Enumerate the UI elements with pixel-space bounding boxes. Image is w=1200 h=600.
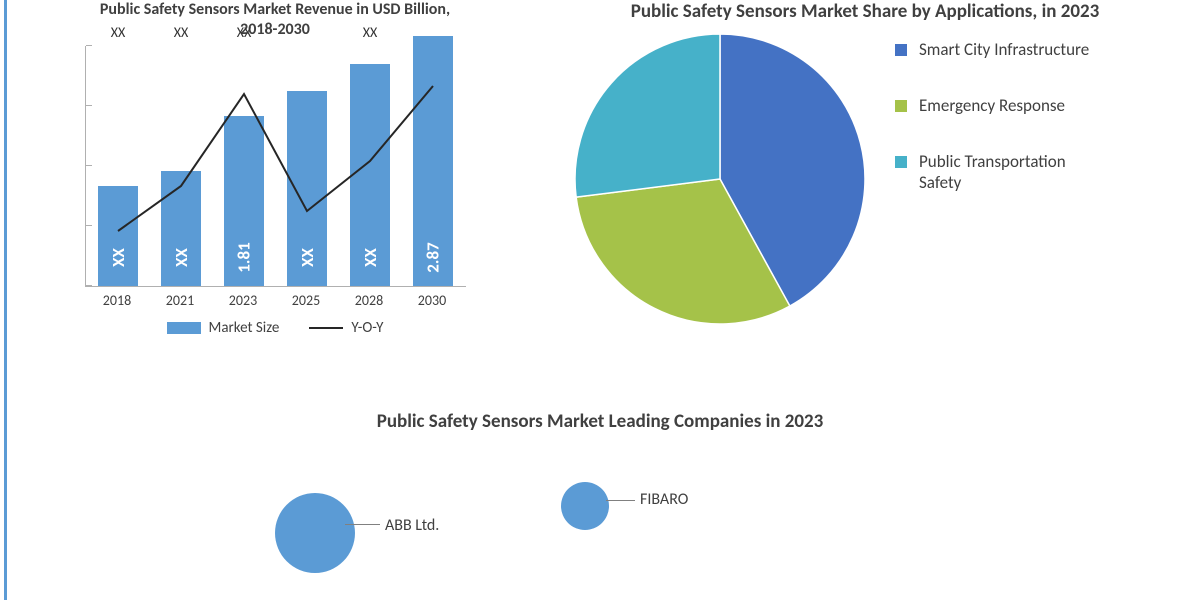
pie-legend-item: Public Transportation Safety	[895, 151, 1105, 193]
pie-chart: Public Safety Sensors Market Share by Ap…	[545, 0, 1185, 400]
legend-swatch-line	[309, 327, 343, 329]
pie-chart-plot	[575, 34, 865, 324]
legend-swatch-bar	[167, 322, 201, 334]
bubble-leader-line	[345, 524, 380, 525]
x-axis-label: 2028	[344, 292, 394, 309]
companies-title: Public Safety Sensors Market Leading Com…	[0, 410, 1200, 433]
pie-slice	[575, 34, 720, 197]
legend-label-2: Y-O-Y	[351, 319, 383, 337]
company-bubble	[275, 493, 355, 573]
pie-legend-swatch	[895, 44, 907, 56]
companies-section: Public Safety Sensors Market Leading Com…	[0, 410, 1200, 588]
pie-chart-title: Public Safety Sensors Market Share by Ap…	[545, 0, 1185, 34]
bubble-leader-line	[606, 500, 635, 501]
legend-item-yoy: Y-O-Y	[309, 319, 383, 337]
pie-legend-item: Smart City Infrastructure	[895, 39, 1105, 60]
yoy-line	[86, 46, 466, 286]
pie-legend-swatch	[895, 156, 907, 168]
bar-chart: Public Safety Sensors Market Revenue in …	[30, 0, 520, 380]
company-label: FIBARO	[640, 490, 688, 509]
companies-bubbles: ABB Ltd. FIBARO	[0, 468, 1200, 588]
company-label: ABB Ltd.	[385, 516, 439, 535]
pie-legend-swatch	[895, 100, 907, 112]
bar-chart-legend: Market Size Y-O-Y	[30, 319, 520, 337]
legend-item-market-size: Market Size	[167, 319, 280, 337]
pie-chart-legend: Smart City Infrastructure Emergency Respo…	[895, 34, 1105, 193]
x-axis-label: 2021	[155, 292, 205, 309]
legend-label-1: Market Size	[209, 319, 280, 337]
company-bubble	[561, 482, 609, 530]
bar-chart-x-axis: 2018 2021 2023 2025 2028 2030	[85, 287, 465, 311]
x-axis-label: 2025	[281, 292, 331, 309]
x-axis-label: 2030	[407, 292, 457, 309]
pie-legend-label: Smart City Infrastructure	[919, 39, 1089, 60]
pie-legend-label: Emergency Response	[919, 95, 1065, 116]
pie-legend-label: Public Transportation Safety	[919, 151, 1105, 193]
x-axis-label: 2018	[92, 292, 142, 309]
bar-chart-plot: XXXXXXXX1.81XXXXXXXX2.87	[85, 46, 466, 287]
pie-legend-item: Emergency Response	[895, 95, 1105, 116]
x-axis-label: 2023	[218, 292, 268, 309]
